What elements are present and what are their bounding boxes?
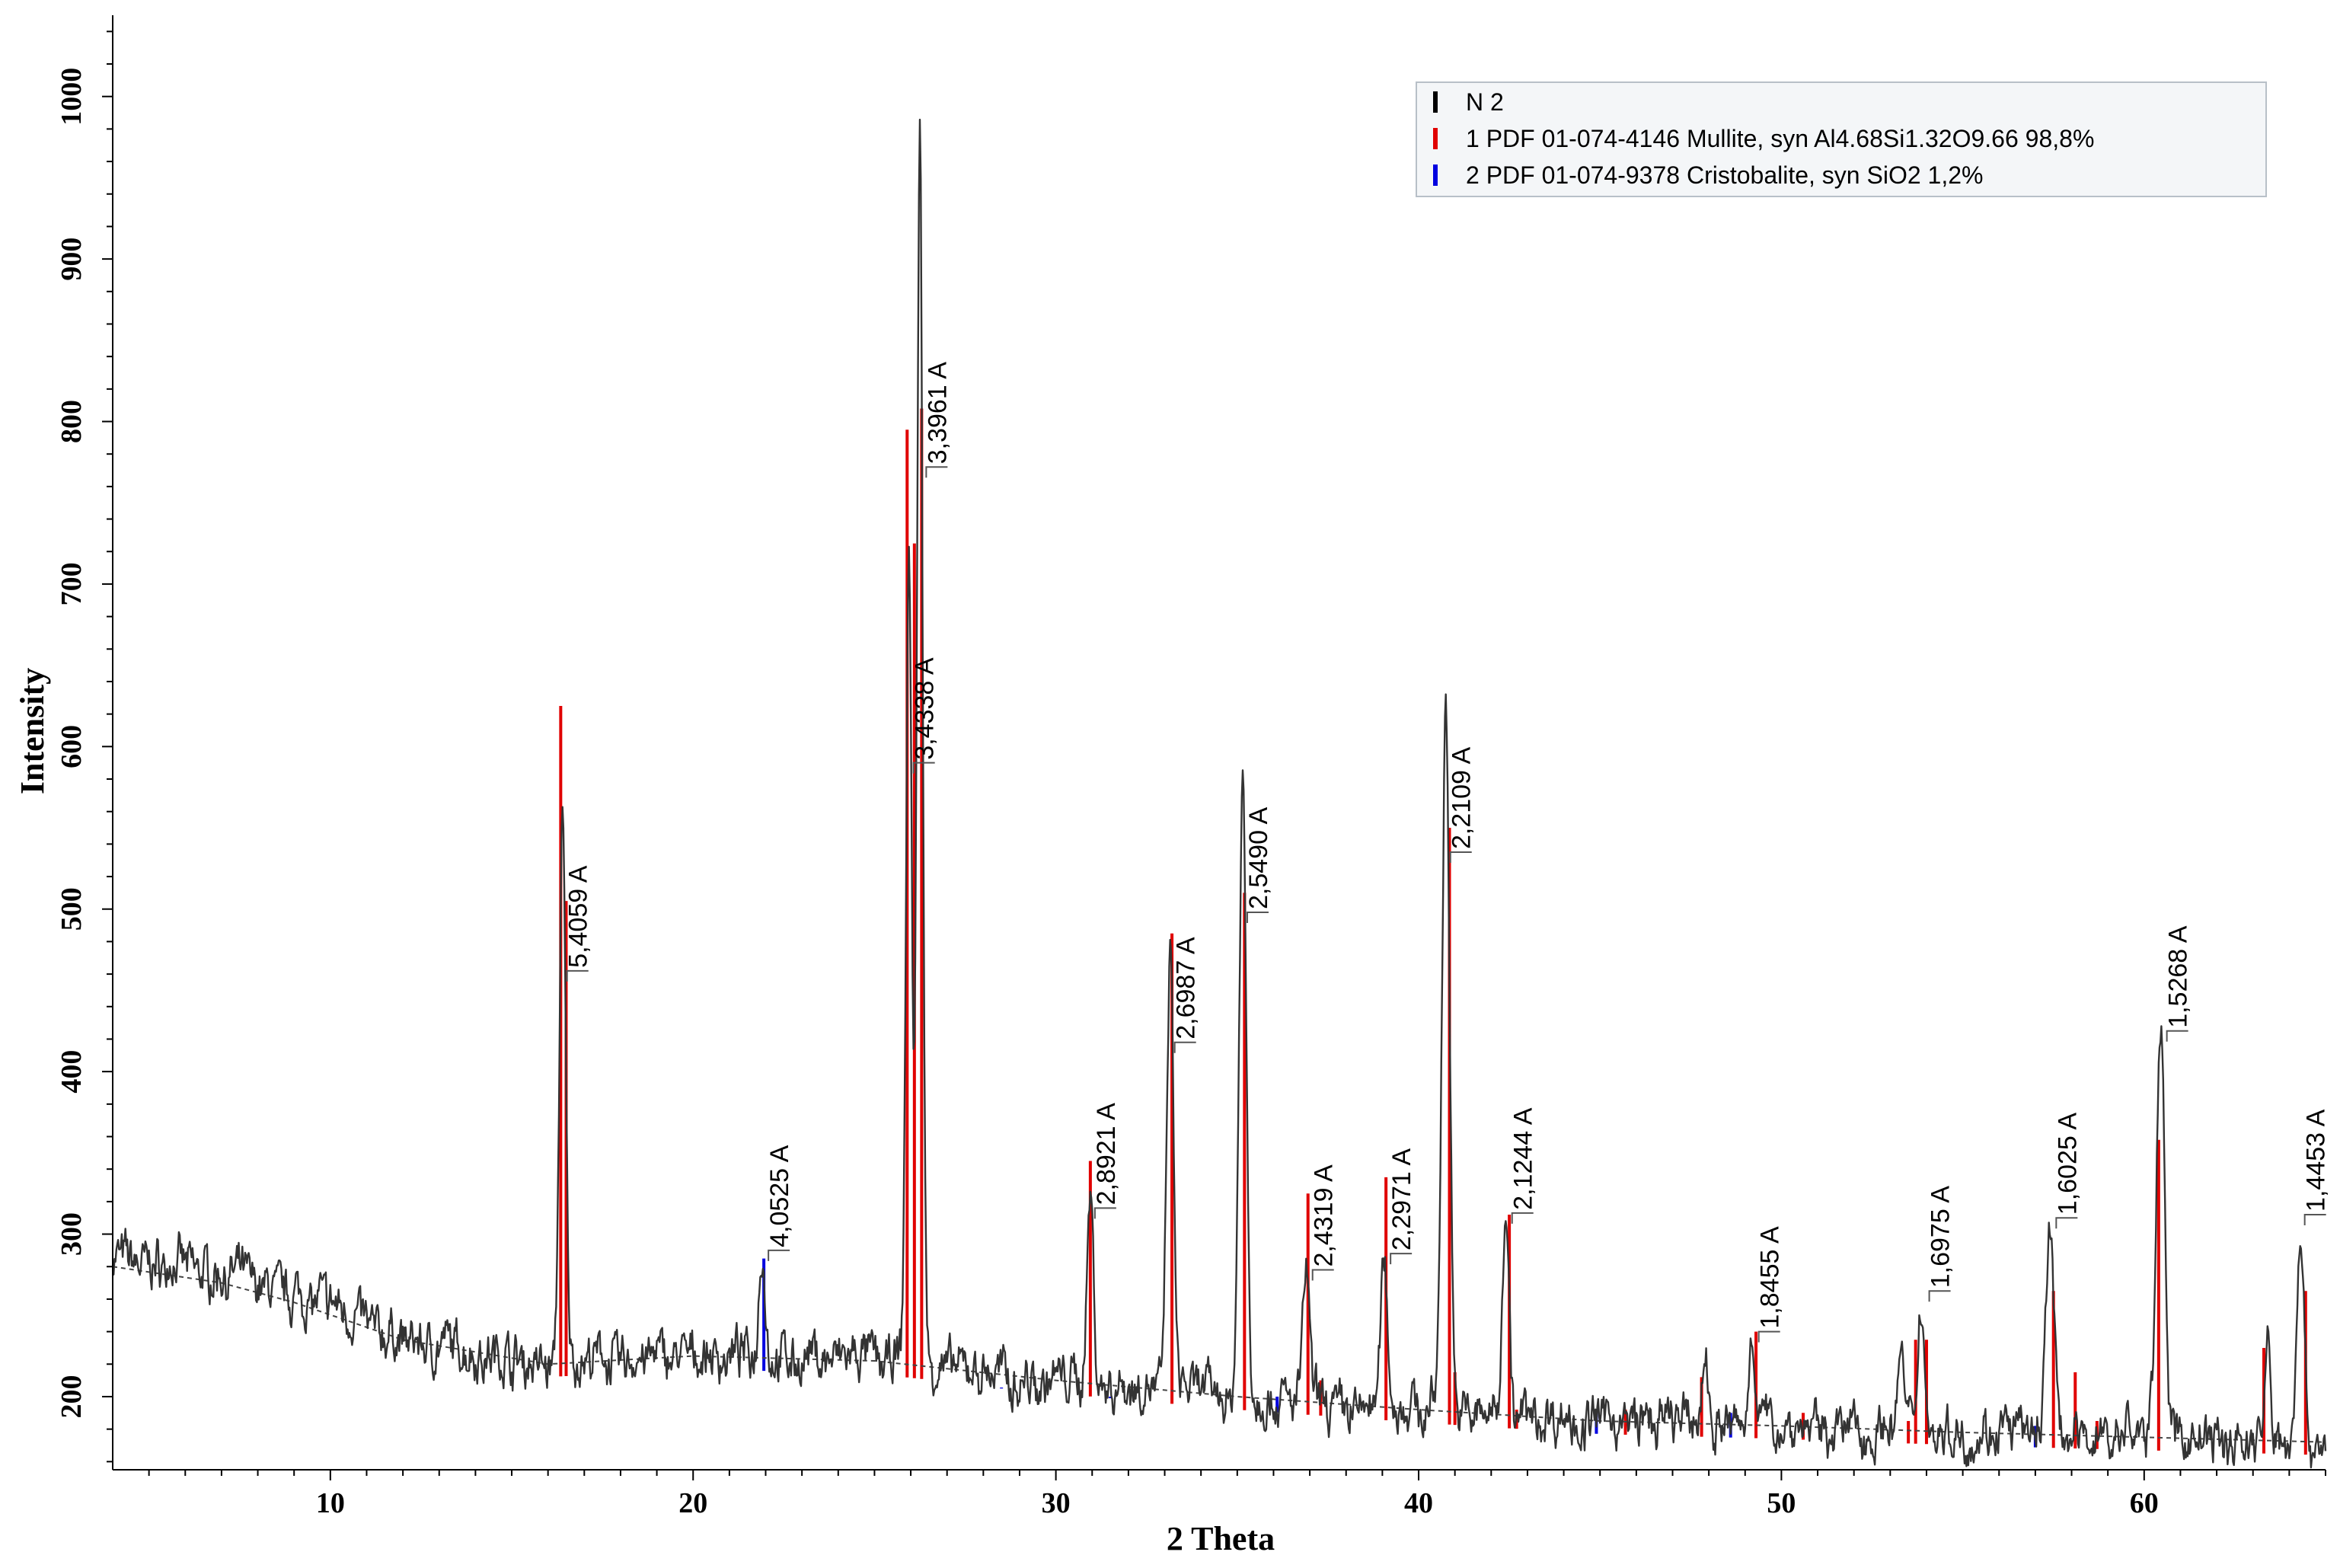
peak-annotation: 4,0525 A bbox=[765, 1145, 794, 1261]
peak-marker bbox=[1246, 912, 1269, 924]
peak-annotation: 2,2971 A bbox=[1387, 1148, 1416, 1265]
peak-annotation: 3,3961 A bbox=[923, 362, 952, 478]
peak-label: 2,6987 A bbox=[1172, 937, 1201, 1039]
reference-sticks-layer bbox=[559, 408, 2307, 1455]
y-tick-label: 500 bbox=[56, 887, 88, 931]
peak-marker bbox=[1511, 1212, 1534, 1224]
y-tick-label: 800 bbox=[56, 400, 88, 443]
peak-label: 1,6975 A bbox=[1927, 1186, 1955, 1289]
peak-marker bbox=[2303, 1213, 2326, 1225]
peak-annotation: 2,6987 A bbox=[1172, 937, 1201, 1053]
legend-entry-n2: N 2 bbox=[1466, 88, 1504, 116]
x-tick-label: 30 bbox=[1042, 1487, 1071, 1519]
peak-label: 1,5268 A bbox=[2164, 925, 2193, 1028]
peak-label: 1,8455 A bbox=[1756, 1226, 1785, 1329]
peak-annotation: 2,2109 A bbox=[1448, 746, 1476, 864]
peak-marker bbox=[768, 1249, 790, 1261]
peak-marker bbox=[912, 762, 935, 774]
peak-label: 3,3961 A bbox=[923, 362, 952, 465]
peak-label: 2,1244 A bbox=[1509, 1107, 1538, 1210]
peak-annotation: 1,6025 A bbox=[2053, 1113, 2082, 1229]
peak-annotation: 1,4453 A bbox=[2302, 1109, 2331, 1225]
y-tick-label: 200 bbox=[56, 1375, 88, 1418]
peak-label: 2,2971 A bbox=[1387, 1148, 1416, 1251]
peak-label: 2,4319 A bbox=[1310, 1164, 1339, 1267]
y-tick-label: 900 bbox=[56, 238, 88, 281]
peak-annotation: 2,1244 A bbox=[1509, 1107, 1538, 1224]
legend-entry-cristobalite: 2 PDF 01-074-9378 Cristobalite, syn SiO2… bbox=[1466, 161, 1983, 189]
y-tick-label: 600 bbox=[56, 725, 88, 768]
x-tick-label: 20 bbox=[678, 1487, 707, 1519]
peak-annotation: 1,6975 A bbox=[1927, 1186, 1955, 1302]
peak-annotation: 1,5268 A bbox=[2164, 925, 2193, 1042]
peak-marker bbox=[1928, 1290, 1951, 1302]
peak-marker bbox=[2166, 1030, 2188, 1042]
peak-label: 1,6025 A bbox=[2053, 1113, 2082, 1215]
peak-annotation: 2,4319 A bbox=[1310, 1164, 1339, 1281]
peak-marker bbox=[925, 466, 948, 478]
peak-label: 2,8921 A bbox=[1092, 1103, 1121, 1206]
legend-swatch-n2 bbox=[1433, 91, 1438, 113]
y-tick-label: 300 bbox=[56, 1212, 88, 1256]
x-tick-label: 60 bbox=[2130, 1487, 2159, 1519]
peak-annotation: 2,5490 A bbox=[1244, 806, 1273, 924]
peak-annotation: 5,4059 A bbox=[564, 865, 593, 982]
legend-box bbox=[1416, 81, 2267, 197]
peak-annotation: 1,8455 A bbox=[1756, 1226, 1785, 1343]
axes-layer: 10 20 30 40 50 60 200 300 400 500 600 700 800 900 1000 bbox=[56, 15, 2326, 1519]
measured-pattern-line bbox=[111, 118, 2327, 1469]
legend: N 2 1 PDF 01-074-4146 Mullite, syn Al4.6… bbox=[1416, 81, 2267, 197]
peak-marker bbox=[1093, 1207, 1116, 1219]
peak-labels-layer: 5,4059 A 4,0525 A 3,4338 A 3,3961 A 2,8921 A… bbox=[564, 362, 2331, 1343]
x-tick-label: 10 bbox=[316, 1487, 345, 1519]
y-axis-title: Intensity bbox=[14, 668, 51, 794]
peak-label: 2,5490 A bbox=[1244, 806, 1273, 909]
legend-swatch-mullite bbox=[1433, 128, 1438, 149]
peak-marker bbox=[1173, 1041, 1196, 1053]
peak-marker bbox=[1449, 851, 1472, 864]
peak-label: 5,4059 A bbox=[564, 865, 593, 968]
x-axis-title: 2 Theta bbox=[1167, 1520, 1275, 1557]
peak-label: 2,2109 A bbox=[1448, 746, 1476, 849]
y-tick-label: 1000 bbox=[56, 68, 88, 126]
legend-entry-mullite: 1 PDF 01-074-4146 Mullite, syn Al4.68Si1… bbox=[1466, 125, 2094, 152]
y-tick-label: 400 bbox=[56, 1050, 88, 1094]
peak-marker bbox=[1757, 1330, 1780, 1343]
trace-layer bbox=[111, 118, 2327, 1469]
peak-marker bbox=[1311, 1269, 1334, 1281]
x-tick-label: 50 bbox=[1767, 1487, 1796, 1519]
peak-label: 1,4453 A bbox=[2302, 1109, 2331, 1212]
peak-label: 4,0525 A bbox=[765, 1145, 794, 1247]
y-tick-label: 700 bbox=[56, 562, 88, 605]
peak-marker bbox=[566, 969, 589, 982]
x-tick-label: 40 bbox=[1404, 1487, 1433, 1519]
peak-marker bbox=[1390, 1253, 1413, 1265]
peak-marker bbox=[2055, 1217, 2078, 1229]
legend-swatch-cristobalite bbox=[1433, 164, 1438, 186]
peak-annotation: 2,8921 A bbox=[1092, 1103, 1121, 1219]
peak-label: 3,4338 A bbox=[911, 657, 940, 760]
peak-annotation: 3,4338 A bbox=[911, 657, 940, 774]
background-curve bbox=[112, 1266, 2326, 1443]
